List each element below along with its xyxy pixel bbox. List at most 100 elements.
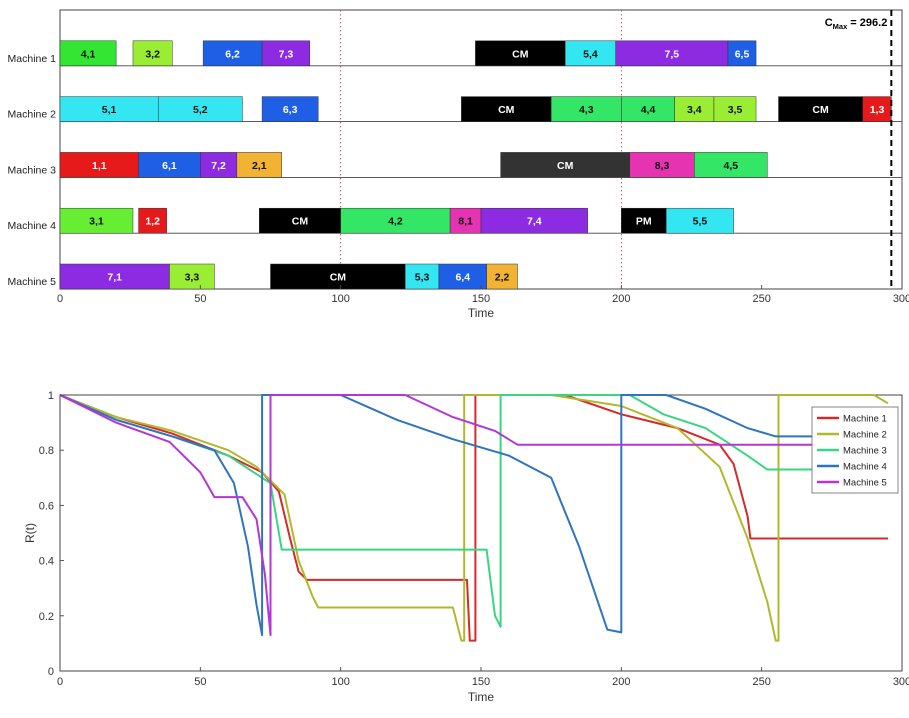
reliability-chart: 0 50 100 150 200 250 300 0 0.2 0.4 0.6 0.8 1 Time R(t)… [23, 390, 909, 704]
task-bar [132, 40, 173, 67]
task-label: 8,3 [655, 160, 670, 172]
task-bar [727, 40, 757, 67]
task-label: 4,5 [723, 160, 738, 172]
rel-x-tick-label: 50 [194, 676, 206, 688]
task-bar [138, 152, 201, 178]
gantt-x-tick-label: 300 [893, 293, 909, 305]
legend-entry: Machine 2 [843, 430, 887, 441]
task-label: 6,5 [735, 48, 750, 60]
task-bar [236, 152, 282, 178]
task-label: 3,4 [687, 104, 702, 116]
task-label: 8,1 [458, 216, 473, 228]
task-label: 4,4 [641, 104, 656, 116]
task-label: 2,1 [252, 160, 267, 172]
rel-x-tick-label: 250 [752, 676, 770, 688]
task-label: CM [557, 160, 574, 172]
task-bar [461, 96, 552, 122]
task-label: 6,1 [162, 160, 177, 172]
task-bar [665, 207, 734, 234]
task-bar [615, 40, 729, 67]
task-label: 1,2 [145, 216, 160, 228]
task-label: 7,4 [527, 216, 542, 228]
rel-x-tick-label: 300 [893, 676, 909, 688]
task-label: PM [636, 216, 652, 228]
task-bar [438, 263, 487, 290]
gantt-x-tick-label: 50 [194, 293, 206, 305]
gantt-x-tick-label: 100 [331, 293, 349, 305]
rel-x-tick-label: 150 [472, 676, 490, 688]
rel-y-tick-label: 0.2 [39, 611, 54, 623]
task-label: 7,5 [665, 48, 680, 60]
series-line [60, 394, 888, 642]
task-bar [59, 263, 170, 290]
task-bar [550, 96, 622, 122]
gantt-x-tick-label: 200 [612, 293, 630, 305]
machine-row-label: Machine 5 [8, 276, 57, 288]
legend-entry: Machine 4 [843, 462, 887, 473]
task-label: 5,4 [583, 48, 598, 60]
gantt-x-tick-label: 250 [752, 293, 770, 305]
task-label: 5,2 [193, 104, 208, 116]
task-bar [694, 152, 768, 178]
task-label: 3,1 [89, 216, 104, 228]
gantt-x-tick-label: 0 [57, 293, 63, 305]
rel-y-tick-label: 0.4 [39, 556, 54, 568]
task-bar [261, 96, 319, 122]
gantt-x-axis-label: Time [468, 306, 495, 320]
task-label: CM [512, 48, 529, 60]
task-label: 6,2 [225, 48, 240, 60]
rel-x-tick-label: 0 [57, 676, 63, 688]
rel-x-tick-label: 200 [612, 676, 630, 688]
legend-entry: Machine 5 [843, 478, 887, 489]
series-group [60, 394, 889, 642]
task-label: CM [292, 216, 309, 228]
task-bar [59, 207, 134, 234]
task-bar [59, 40, 117, 67]
task-label: 5,1 [102, 104, 117, 116]
task-bar [621, 207, 667, 234]
task-bar [629, 152, 695, 178]
task-bar [169, 263, 215, 290]
task-bar [449, 207, 482, 234]
task-bar [862, 96, 892, 122]
task-label: 5,5 [693, 216, 708, 228]
task-label: 6,4 [455, 272, 470, 284]
gantt-chart: Machine 1 4,1 3,2 6,2 7,3 CM 5,4 7,5 6,5 Machine … [8, 9, 909, 320]
rel-y-axis-label: R(t) [23, 523, 37, 543]
task-bar [259, 207, 341, 234]
task-bar [480, 207, 588, 234]
task-bar [404, 263, 440, 290]
rel-y-tick-label: 1 [48, 390, 54, 402]
task-bar [261, 40, 311, 67]
task-bar [713, 96, 757, 122]
task-bar [621, 96, 675, 122]
rel-y-tick-label: 0.8 [39, 445, 54, 457]
task-bar [778, 96, 863, 122]
task-label: 5,3 [415, 272, 430, 284]
series-line [60, 394, 888, 637]
machine-row-label: Machine 2 [8, 109, 57, 121]
task-label: 3,2 [145, 48, 160, 60]
task-label: 3,5 [728, 104, 743, 116]
task-bar [500, 152, 631, 178]
task-label: CM [812, 104, 829, 116]
task-bar [138, 207, 167, 234]
series-line [60, 394, 889, 642]
task-label: 7,1 [107, 272, 122, 284]
legend-entry: Machine 3 [843, 446, 887, 457]
task-label: 7,3 [279, 48, 294, 60]
task-label: 3,3 [185, 272, 200, 284]
task-label: CM [498, 104, 515, 116]
task-label: 2,2 [495, 272, 510, 284]
task-label: 1,1 [92, 160, 107, 172]
task-label: 6,3 [283, 104, 298, 116]
machine-row-label: Machine 3 [8, 164, 57, 176]
gantt-x-tick-label: 150 [472, 293, 490, 305]
rel-y-tick-label: 0 [48, 666, 54, 678]
rel-x-axis-label: Time [468, 690, 495, 704]
machine-row-label: Machine 1 [8, 53, 57, 65]
legend-entry: Machine 1 [843, 414, 887, 425]
task-bar [674, 96, 715, 122]
